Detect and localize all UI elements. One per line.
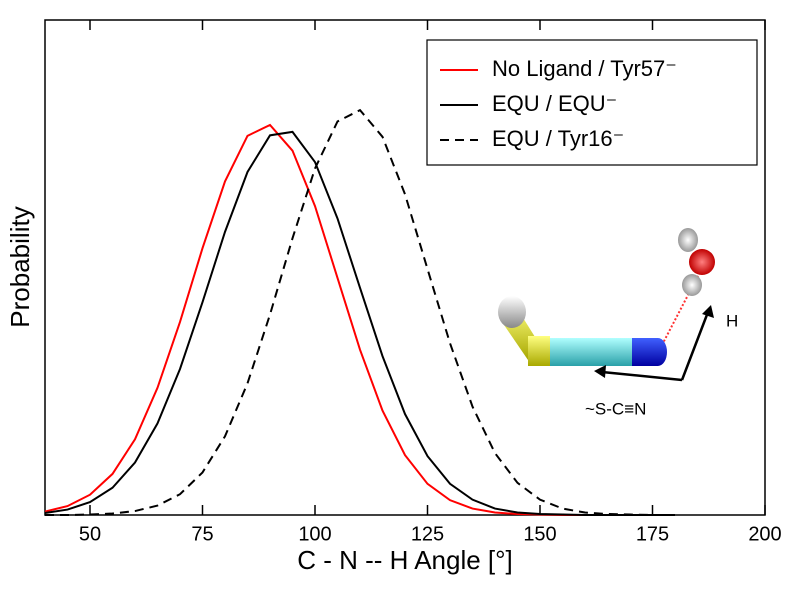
x-tick-label: 125 [411, 523, 444, 545]
legend-label: No Ligand / Tyr57⁻ [492, 56, 677, 81]
y-axis-label: Probability [5, 206, 35, 327]
line-series [45, 108, 675, 516]
x-tick-label: 150 [523, 523, 556, 545]
x-tick-label: 75 [191, 523, 213, 545]
annotation: H [726, 311, 738, 330]
x-tick-label: 175 [636, 523, 669, 545]
x-tick-label: 100 [298, 523, 331, 545]
annotation: ~S-C≡N [585, 399, 646, 418]
legend-label: EQU / Tyr16⁻ [492, 126, 624, 151]
x-tick-label: 50 [79, 523, 101, 545]
x-axis-label: C - N -- H Angle [°] [297, 545, 513, 575]
molecule-inset [498, 228, 715, 382]
legend [426, 39, 758, 166]
x-tick-label: 200 [748, 523, 781, 545]
plot-frame [44, 19, 766, 516]
line-series [44, 130, 675, 516]
legend-label: EQU / EQU⁻ [492, 91, 617, 116]
